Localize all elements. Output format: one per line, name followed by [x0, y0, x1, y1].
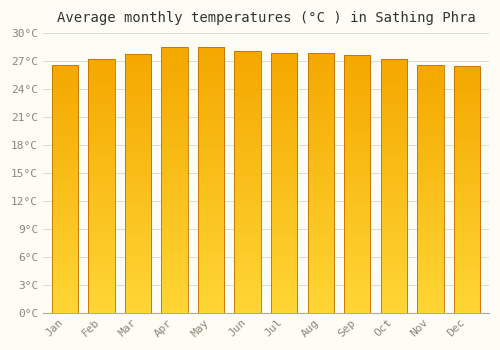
Title: Average monthly temperatures (°C ) in Sathing Phra: Average monthly temperatures (°C ) in Sa…: [56, 11, 476, 25]
